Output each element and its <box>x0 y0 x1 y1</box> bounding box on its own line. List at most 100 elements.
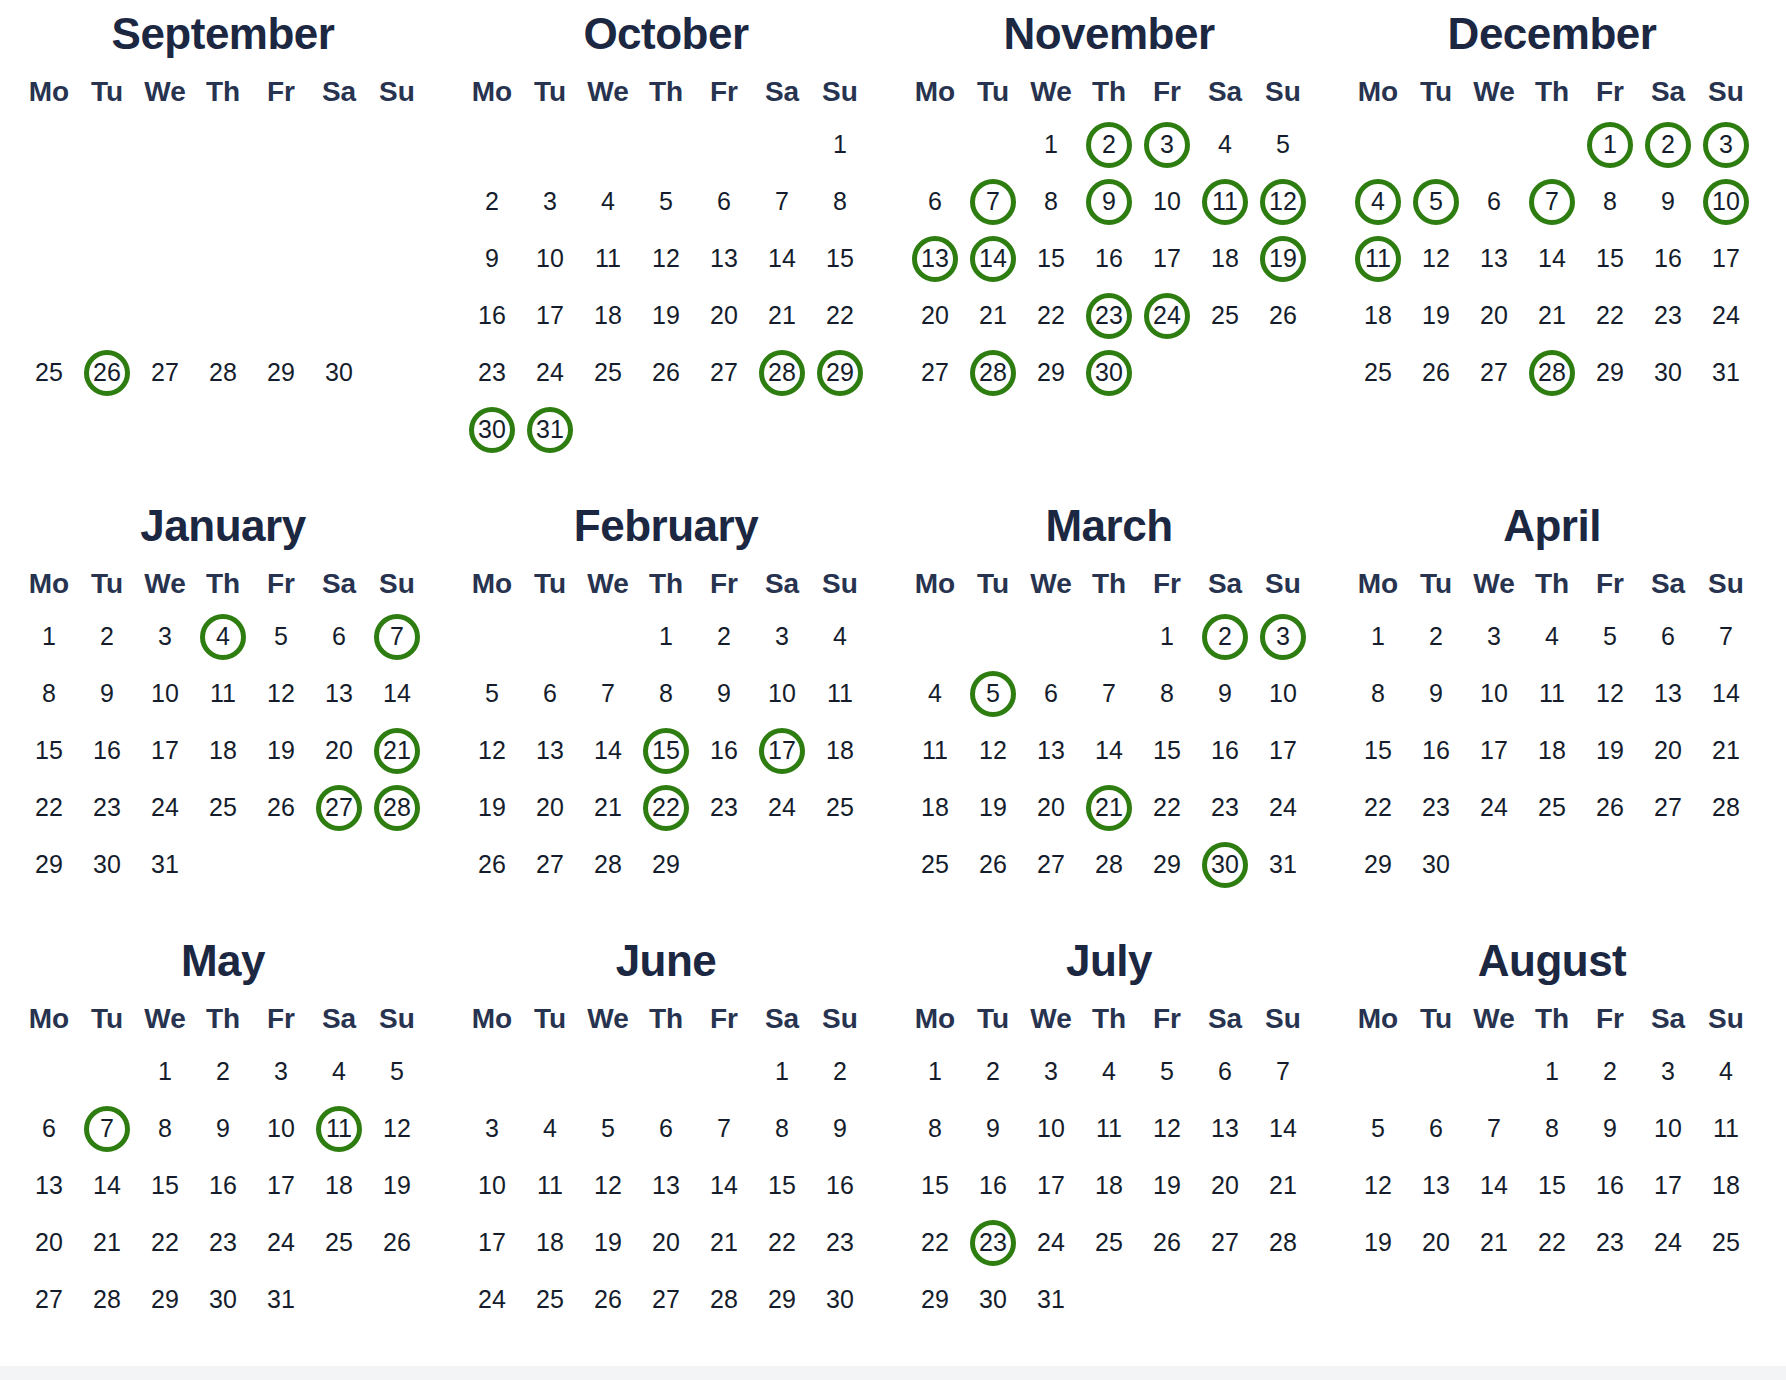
match-day-cell[interactable]: 7 <box>368 608 426 665</box>
day-number: 12 <box>478 736 506 765</box>
match-day-cell[interactable]: 4 <box>194 608 252 665</box>
match-day-cell[interactable]: 2 <box>1080 116 1138 173</box>
day-number: 3 <box>1044 1057 1058 1086</box>
day-cell: 23 <box>811 1214 869 1271</box>
match-day-cell[interactable]: 21 <box>368 722 426 779</box>
day-number: 6 <box>928 187 942 216</box>
match-day-cell[interactable]: 26 <box>78 344 136 401</box>
day-number: 25 <box>325 1228 353 1257</box>
weekday-label: Th <box>194 566 252 602</box>
match-day-cell[interactable]: 28 <box>1523 344 1581 401</box>
weekday-label: Sa <box>1639 566 1697 602</box>
match-day-cell[interactable]: 11 <box>1196 173 1254 230</box>
day-number: 30 <box>1422 850 1450 879</box>
day-cell: 25 <box>1523 779 1581 836</box>
day-cell: 24 <box>521 344 579 401</box>
day-number: 28 <box>1269 1228 1297 1257</box>
day-number: 23 <box>1596 1228 1624 1257</box>
day-cell: 25 <box>906 836 964 893</box>
day-cell: 5 <box>463 665 521 722</box>
match-day-cell[interactable]: 1 <box>1581 116 1639 173</box>
day-number: 15 <box>151 1171 179 1200</box>
bottom-edge-strip <box>0 1366 1786 1380</box>
match-day-cell[interactable]: 28 <box>753 344 811 401</box>
match-day-cell[interactable]: 29 <box>811 344 869 401</box>
match-day-cell[interactable]: 24 <box>1138 287 1196 344</box>
match-day-cell[interactable]: 30 <box>1196 836 1254 893</box>
match-day-cell[interactable]: 11 <box>310 1100 368 1157</box>
match-day-cell[interactable]: 3 <box>1138 116 1196 173</box>
match-day-cell[interactable]: 31 <box>521 401 579 458</box>
day-cell: 14 <box>1465 1157 1523 1214</box>
day-cell <box>194 836 252 893</box>
match-day-cell[interactable]: 17 <box>753 722 811 779</box>
day-cell: 29 <box>1138 836 1196 893</box>
match-day-cell[interactable]: 5 <box>964 665 1022 722</box>
day-cell: 25 <box>521 1271 579 1328</box>
month-title: September <box>20 8 426 60</box>
day-cell <box>1254 1271 1312 1328</box>
match-day-cell[interactable]: 27 <box>310 779 368 836</box>
match-day-cell[interactable]: 15 <box>637 722 695 779</box>
day-cell: 6 <box>1022 665 1080 722</box>
match-day-cell[interactable]: 22 <box>637 779 695 836</box>
day-cell: 8 <box>906 1100 964 1157</box>
day-number: 5 <box>485 679 499 708</box>
match-day-number: 3 <box>1144 122 1190 168</box>
day-cell: 30 <box>811 1271 869 1328</box>
match-day-cell[interactable]: 23 <box>1080 287 1138 344</box>
days-grid: 1234567891011121314151617181920212223242… <box>463 608 869 893</box>
match-day-cell[interactable]: 30 <box>463 401 521 458</box>
match-day-cell[interactable]: 12 <box>1254 173 1312 230</box>
match-day-cell[interactable]: 28 <box>368 779 426 836</box>
match-day-cell[interactable]: 7 <box>1523 173 1581 230</box>
match-day-number: 21 <box>1086 785 1132 831</box>
match-day-cell[interactable]: 5 <box>1407 173 1465 230</box>
day-number: 13 <box>710 244 738 273</box>
day-number: 1 <box>1371 622 1385 651</box>
match-day-number: 28 <box>759 350 805 396</box>
match-day-cell[interactable]: 23 <box>964 1214 1022 1271</box>
day-cell: 25 <box>1349 344 1407 401</box>
match-day-cell[interactable]: 14 <box>964 230 1022 287</box>
match-day-cell[interactable]: 7 <box>964 173 1022 230</box>
match-day-cell[interactable]: 2 <box>1196 608 1254 665</box>
match-day-cell[interactable]: 9 <box>1080 173 1138 230</box>
weekday-label: We <box>136 1001 194 1037</box>
day-number: 26 <box>267 793 295 822</box>
day-cell: 13 <box>637 1157 695 1214</box>
day-number: 10 <box>1269 679 1297 708</box>
day-number: 19 <box>594 1228 622 1257</box>
day-number: 2 <box>833 1057 847 1086</box>
day-number: 1 <box>775 1057 789 1086</box>
day-number: 22 <box>1153 793 1181 822</box>
day-number: 29 <box>652 850 680 879</box>
day-number: 13 <box>536 736 564 765</box>
match-day-cell[interactable]: 7 <box>78 1100 136 1157</box>
day-cell: 30 <box>1407 836 1465 893</box>
day-cell: 12 <box>1407 230 1465 287</box>
match-day-cell[interactable]: 30 <box>1080 344 1138 401</box>
match-day-cell[interactable]: 3 <box>1697 116 1755 173</box>
day-number: 14 <box>1712 679 1740 708</box>
day-cell: 30 <box>78 836 136 893</box>
day-cell <box>964 116 1022 173</box>
match-day-cell[interactable]: 4 <box>1349 173 1407 230</box>
day-cell: 20 <box>1407 1214 1465 1271</box>
match-day-cell[interactable]: 13 <box>906 230 964 287</box>
day-number: 10 <box>478 1171 506 1200</box>
match-day-cell[interactable]: 19 <box>1254 230 1312 287</box>
match-day-cell[interactable]: 3 <box>1254 608 1312 665</box>
day-number: 9 <box>1603 1114 1617 1143</box>
day-number: 14 <box>710 1171 738 1200</box>
day-cell: 15 <box>906 1157 964 1214</box>
day-number: 8 <box>659 679 673 708</box>
match-day-cell[interactable]: 11 <box>1349 230 1407 287</box>
match-day-cell[interactable]: 28 <box>964 344 1022 401</box>
match-day-cell[interactable]: 2 <box>1639 116 1697 173</box>
day-cell <box>695 116 753 173</box>
match-day-cell[interactable]: 10 <box>1697 173 1755 230</box>
day-number: 18 <box>325 1171 353 1200</box>
match-day-cell[interactable]: 21 <box>1080 779 1138 836</box>
day-cell <box>368 344 426 401</box>
